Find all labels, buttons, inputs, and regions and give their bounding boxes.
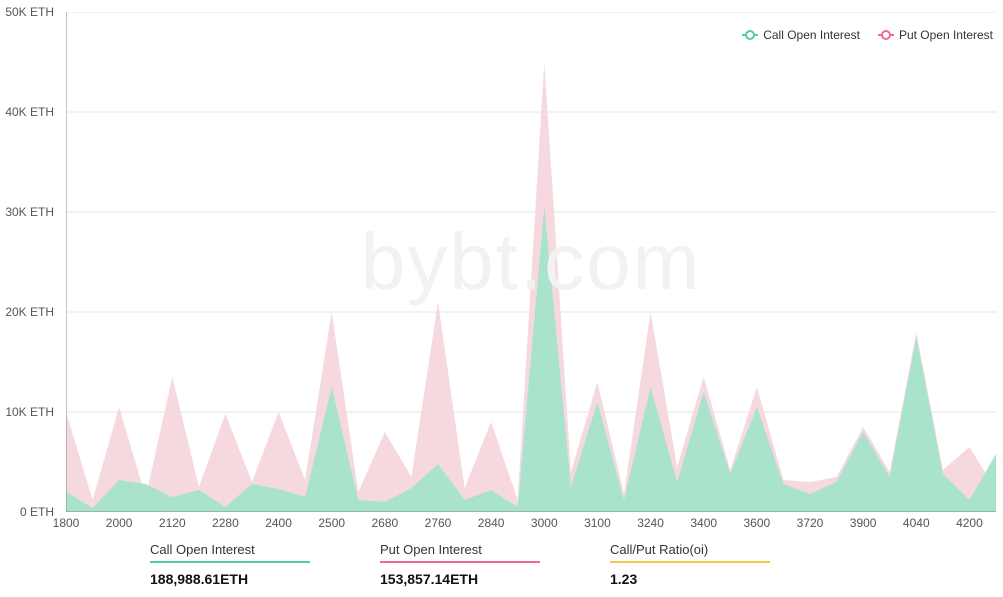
x-tick-label: 3100	[584, 516, 611, 530]
x-tick-label: 3900	[850, 516, 877, 530]
x-tick-label: 2680	[371, 516, 398, 530]
x-tick-label: 2000	[106, 516, 133, 530]
stat-put-value: 153,857.14ETH	[380, 571, 540, 587]
x-tick-label: 2500	[318, 516, 345, 530]
legend-item-call[interactable]: Call Open Interest	[742, 28, 860, 42]
stat-put-label: Put Open Interest	[380, 542, 540, 557]
stat-put-underline	[380, 561, 540, 563]
stat-call: Call Open Interest 188,988.61ETH	[150, 542, 310, 587]
legend-marker-put-icon	[878, 34, 894, 36]
call-area	[66, 207, 996, 512]
x-tick-label: 3600	[743, 516, 770, 530]
x-tick-label: 2120	[159, 516, 186, 530]
legend-label-call: Call Open Interest	[763, 28, 860, 42]
legend-item-put[interactable]: Put Open Interest	[878, 28, 993, 42]
chart-svg	[66, 12, 996, 512]
stat-call-label: Call Open Interest	[150, 542, 310, 557]
x-tick-label: 2760	[425, 516, 452, 530]
x-tick-label: 3240	[637, 516, 664, 530]
y-axis: 0 ETH10K ETH20K ETH30K ETH40K ETH50K ETH	[0, 12, 60, 512]
y-tick-label: 30K ETH	[5, 205, 54, 219]
y-tick-label: 50K ETH	[5, 5, 54, 19]
y-tick-label: 0 ETH	[20, 505, 54, 519]
x-tick-label: 4040	[903, 516, 930, 530]
y-tick-label: 10K ETH	[5, 405, 54, 419]
x-axis: 1800200021202280240025002680276028403000…	[66, 516, 996, 534]
stat-ratio: Call/Put Ratio(oi) 1.23	[610, 542, 770, 587]
stat-call-underline	[150, 561, 310, 563]
stat-call-value: 188,988.61ETH	[150, 571, 310, 587]
legend: Call Open Interest Put Open Interest	[742, 28, 993, 42]
legend-label-put: Put Open Interest	[899, 28, 993, 42]
y-tick-label: 40K ETH	[5, 105, 54, 119]
stat-ratio-value: 1.23	[610, 571, 770, 587]
x-tick-label: 1800	[53, 516, 80, 530]
plot-area: bybt.com	[66, 12, 996, 512]
stat-ratio-label: Call/Put Ratio(oi)	[610, 542, 770, 557]
chart-container: 0 ETH 10K ETH 20K ETH 30K ETH 40K ETH 50K ETH…	[0, 0, 1003, 597]
stats-bar: Call Open Interest 188,988.61ETH Put Ope…	[150, 542, 770, 587]
x-tick-label: 3000	[531, 516, 558, 530]
x-tick-label: 2400	[265, 516, 292, 530]
x-tick-label: 3720	[797, 516, 824, 530]
legend-marker-call-icon	[742, 34, 758, 36]
x-tick-label: 4200	[956, 516, 983, 530]
x-tick-label: 3400	[690, 516, 717, 530]
stat-put: Put Open Interest 153,857.14ETH	[380, 542, 540, 587]
x-tick-label: 2840	[478, 516, 505, 530]
x-tick-label: 2280	[212, 516, 239, 530]
y-tick-label: 20K ETH	[5, 305, 54, 319]
stat-ratio-underline	[610, 561, 770, 563]
